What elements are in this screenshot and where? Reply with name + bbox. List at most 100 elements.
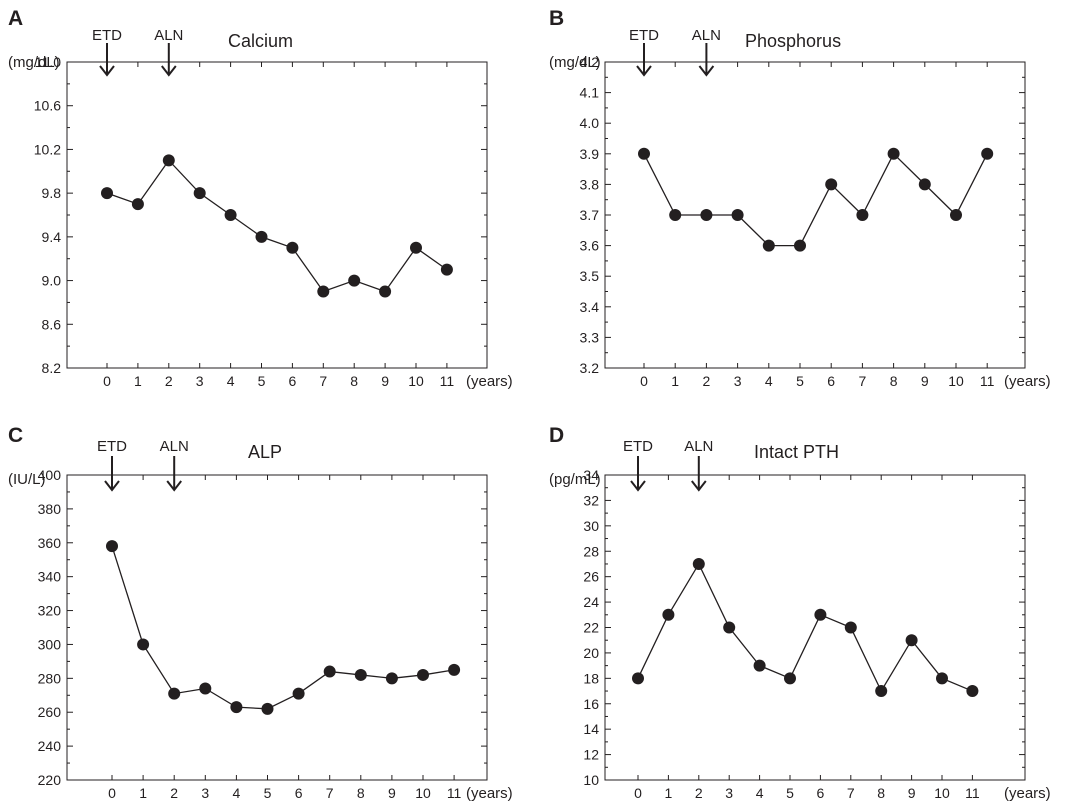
x-tick-label: 7 xyxy=(326,785,334,801)
x-tick-label: 7 xyxy=(847,785,855,801)
plot-frame xyxy=(66,61,488,369)
y-tick-label: 10.6 xyxy=(34,98,61,114)
y-tick-label: 10 xyxy=(583,772,599,788)
x-tick-label: 7 xyxy=(859,373,867,389)
y-tick-label: 3.2 xyxy=(580,360,600,376)
x-tick-label: 2 xyxy=(165,373,173,389)
y-tick-label: 240 xyxy=(38,738,62,754)
x-unit-label: (years) xyxy=(466,373,513,390)
y-tick-label: 400 xyxy=(38,467,62,483)
chart-panel-b: 3.2 3.3 3.4 3.5 3.6 3.7 3.8 3.9 4.0 4.1 4.2 0 1 2 3 4 5 6… xyxy=(549,7,1051,390)
x-tick-label: 10 xyxy=(934,785,950,801)
y-tick-label: 34 xyxy=(583,467,599,483)
y-tick-label: 11.0 xyxy=(35,54,61,70)
data-point xyxy=(261,702,274,715)
x-tick-label: 1 xyxy=(139,785,147,801)
data-point xyxy=(417,668,429,681)
chart-panel-c: 220 240 260 280 300 320 340 360 380 400 0 1 2 3 4 5 6 7 8 9… xyxy=(8,424,513,802)
x-tick-label: 4 xyxy=(233,785,241,801)
data-point xyxy=(632,672,644,685)
x-unit-label: (years) xyxy=(1004,373,1051,390)
series-line xyxy=(106,159,448,293)
x-tick-label: 11 xyxy=(980,373,995,389)
x-tick-label: 5 xyxy=(258,373,266,389)
x-unit-label: (years) xyxy=(1004,785,1051,802)
data-point xyxy=(814,608,827,621)
data-point xyxy=(224,209,237,221)
x-tick-label: 1 xyxy=(665,785,673,801)
y-tick-label: 18 xyxy=(583,670,599,686)
y-tick-label: 9.0 xyxy=(42,273,62,289)
panel-label: B xyxy=(549,7,564,30)
x-tick-label: 11 xyxy=(965,785,980,801)
y-tick-label: 220 xyxy=(38,772,62,788)
y-tick-label: 14 xyxy=(583,721,599,737)
panel-label: A xyxy=(8,7,23,30)
y-tick-label: 9.4 xyxy=(42,229,62,245)
series-line xyxy=(643,152,988,247)
y-tick-label: 3.9 xyxy=(580,146,600,162)
data-point xyxy=(230,701,243,714)
marker-arrowhead xyxy=(691,480,707,492)
y-tick-label: 8.2 xyxy=(42,360,62,376)
y-tick-label: 24 xyxy=(583,594,599,610)
x-tick-label: 10 xyxy=(948,373,964,389)
data-point xyxy=(255,230,268,243)
data-point xyxy=(131,198,144,211)
marker-label: ETD xyxy=(97,438,127,455)
x-tick-label: 6 xyxy=(289,373,297,389)
x-tick-label: 9 xyxy=(388,785,396,801)
x-tick-label: 0 xyxy=(103,373,111,389)
x-tick-label: 3 xyxy=(725,785,733,801)
y-tick-label: 300 xyxy=(38,636,62,652)
data-point xyxy=(292,687,305,700)
data-point xyxy=(638,147,650,160)
chart-title: Phosphorus xyxy=(745,31,841,51)
y-tick-label: 380 xyxy=(38,501,62,517)
data-point xyxy=(981,147,994,160)
data-point xyxy=(692,557,705,570)
data-point xyxy=(385,672,398,685)
data-point xyxy=(379,285,392,298)
y-tick-label: 3.3 xyxy=(580,329,600,345)
data-point xyxy=(286,241,299,254)
marker-label: ALN xyxy=(684,438,713,455)
y-tick-label: 320 xyxy=(38,603,62,619)
y-tick-label: 20 xyxy=(583,645,599,661)
data-point xyxy=(753,659,766,672)
x-tick-label: 4 xyxy=(227,373,235,389)
data-point xyxy=(137,638,150,651)
x-tick-label: 3 xyxy=(201,785,209,801)
data-point xyxy=(936,672,948,685)
x-tick-label: 3 xyxy=(734,373,742,389)
y-tick-label: 10.2 xyxy=(34,141,61,157)
x-tick-label: 5 xyxy=(796,373,804,389)
marker-label: ETD xyxy=(623,438,653,455)
x-tick-label: 8 xyxy=(357,785,365,801)
x-tick-label: 2 xyxy=(703,373,711,389)
x-tick-label: 0 xyxy=(634,785,642,801)
x-tick-label: 7 xyxy=(319,373,327,389)
y-tick-label: 4.0 xyxy=(580,115,600,131)
y-tick-label: 260 xyxy=(38,704,62,720)
data-point xyxy=(784,672,796,685)
marker-arrowhead xyxy=(166,480,182,492)
marker-label: ALN xyxy=(160,438,189,455)
x-tick-label: 6 xyxy=(295,785,303,801)
data-point xyxy=(448,663,461,676)
data-point xyxy=(844,621,857,634)
data-point xyxy=(199,682,212,695)
marker-arrowhead xyxy=(698,65,715,77)
x-tick-label: 2 xyxy=(695,785,703,801)
y-tick-label: 3.8 xyxy=(580,176,600,192)
data-point xyxy=(856,209,869,221)
marker-arrowhead xyxy=(104,480,120,492)
marker-arrowhead xyxy=(99,65,115,77)
x-tick-label: 8 xyxy=(890,373,898,389)
x-tick-label: 9 xyxy=(921,373,929,389)
y-unit-label: (IU/L) xyxy=(8,471,46,488)
data-point xyxy=(731,209,744,221)
data-point xyxy=(440,263,453,276)
